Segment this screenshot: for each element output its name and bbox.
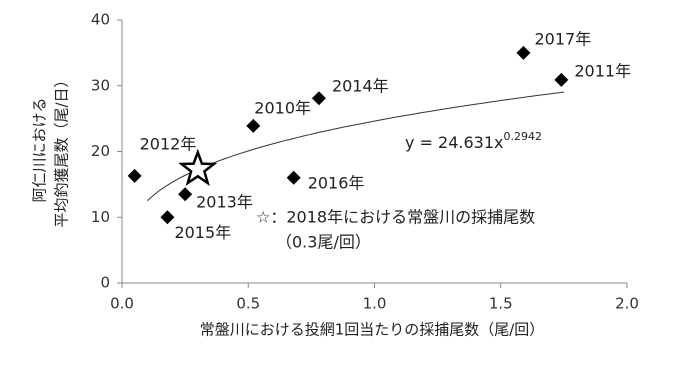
y-axis-label: 平均釣獲尾数（尾/日）: [53, 72, 71, 227]
x-tick-label: 0.0: [110, 295, 134, 313]
point: [516, 45, 531, 60]
x-axis-label: 常盤川における投網1回当たりの採捕尾数（尾/回）: [200, 321, 545, 339]
y-axis-label: 阿仁川における: [31, 97, 49, 202]
point-label: 2010年: [254, 98, 311, 117]
point-label: 2015年: [174, 223, 231, 242]
point-label: 2012年: [140, 134, 197, 153]
trendline-equation: y = 24.631x0.2942: [405, 130, 542, 152]
trendline: [146, 91, 564, 202]
point: [311, 91, 326, 106]
y-tick-label: 10: [91, 208, 110, 226]
point: [178, 187, 193, 202]
point-label: 2017年: [534, 29, 591, 48]
point: [160, 210, 175, 225]
point: [554, 72, 569, 87]
point-label: 2013年: [196, 193, 253, 212]
point-label: 2016年: [308, 173, 365, 192]
star-annotation: ☆：2018年における常盤川の採捕尾数: [256, 208, 535, 227]
y-tick-label: 30: [91, 76, 110, 94]
x-tick-label: 1.0: [363, 295, 387, 313]
x-tick-label: 0.5: [236, 295, 260, 313]
x-tick-label: 2.0: [615, 295, 639, 313]
y-tick-label: 0: [100, 274, 110, 292]
point: [246, 118, 261, 133]
point-label: 2011年: [574, 61, 631, 80]
star-marker: [178, 148, 218, 186]
equation-exponent: 0.2942: [504, 130, 543, 143]
x-tick-label: 1.5: [489, 295, 513, 313]
star-note: （0.3尾/回）: [276, 233, 371, 252]
equation-base: y = 24.631x: [405, 133, 504, 152]
y-tick-label: 40: [91, 11, 110, 29]
point: [127, 168, 142, 183]
point: [286, 170, 301, 185]
y-tick-label: 20: [91, 142, 110, 160]
point-label: 2014年: [332, 77, 389, 96]
